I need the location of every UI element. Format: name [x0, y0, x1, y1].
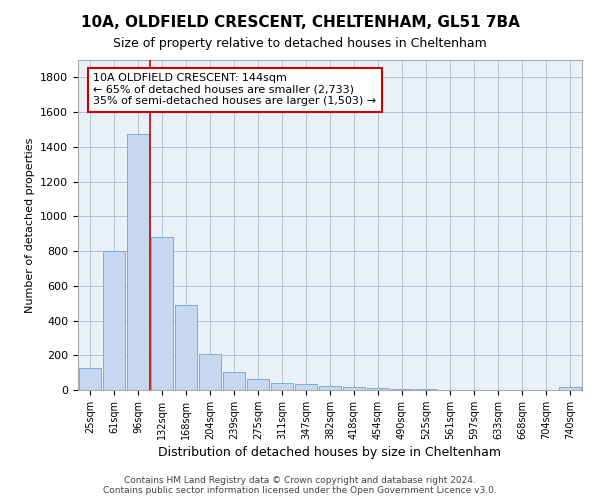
- Y-axis label: Number of detached properties: Number of detached properties: [25, 138, 35, 312]
- Bar: [151, 237, 173, 390]
- Bar: [103, 251, 125, 390]
- Bar: [559, 388, 581, 390]
- X-axis label: Distribution of detached houses by size in Cheltenham: Distribution of detached houses by size …: [158, 446, 502, 459]
- Bar: [271, 383, 293, 390]
- Text: 10A, OLDFIELD CRESCENT, CHELTENHAM, GL51 7BA: 10A, OLDFIELD CRESCENT, CHELTENHAM, GL51…: [80, 15, 520, 30]
- Text: Contains HM Land Registry data © Crown copyright and database right 2024.
Contai: Contains HM Land Registry data © Crown c…: [103, 476, 497, 495]
- Bar: [79, 368, 101, 390]
- Bar: [295, 384, 317, 390]
- Bar: [175, 305, 197, 390]
- Bar: [247, 378, 269, 390]
- Bar: [391, 389, 413, 390]
- Bar: [199, 354, 221, 390]
- Bar: [223, 372, 245, 390]
- Bar: [367, 388, 389, 390]
- Text: 10A OLDFIELD CRESCENT: 144sqm
← 65% of detached houses are smaller (2,733)
35% o: 10A OLDFIELD CRESCENT: 144sqm ← 65% of d…: [93, 73, 376, 106]
- Bar: [127, 134, 149, 390]
- Bar: [319, 386, 341, 390]
- Text: Size of property relative to detached houses in Cheltenham: Size of property relative to detached ho…: [113, 38, 487, 51]
- Bar: [343, 386, 365, 390]
